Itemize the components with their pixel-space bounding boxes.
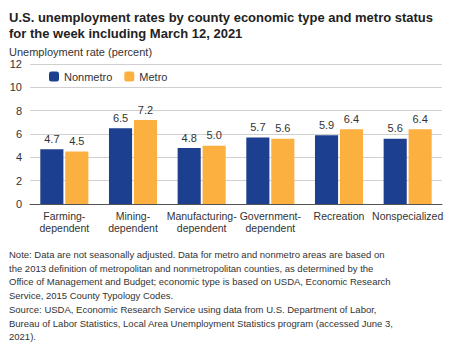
svg-text:dependent: dependent bbox=[40, 222, 90, 234]
svg-text:8: 8 bbox=[16, 105, 22, 117]
svg-text:Mining-: Mining- bbox=[116, 210, 151, 222]
svg-text:2: 2 bbox=[16, 175, 22, 187]
svg-text:5.6: 5.6 bbox=[388, 122, 403, 134]
svg-text:the 2013 definition of metropo: the 2013 definition of metropolitan and … bbox=[9, 263, 373, 274]
svg-text:Nonmetro: Nonmetro bbox=[64, 71, 112, 83]
svg-text:U.S. unemployment rates by cou: U.S. unemployment rates by county econom… bbox=[9, 10, 433, 25]
svg-text:5.6: 5.6 bbox=[275, 122, 290, 134]
svg-text:Service, 2015 County Typology: Service, 2015 County Typology Codes. bbox=[9, 290, 173, 301]
svg-text:dependent: dependent bbox=[246, 222, 296, 234]
svg-text:Metro: Metro bbox=[139, 71, 167, 83]
svg-text:7.2: 7.2 bbox=[138, 104, 153, 116]
svg-text:Note: Data are not seasonally: Note: Data are not seasonally adjusted. … bbox=[9, 249, 384, 260]
svg-text:Recreation: Recreation bbox=[314, 210, 365, 222]
svg-text:5.0: 5.0 bbox=[206, 129, 221, 141]
svg-text:Government-: Government- bbox=[240, 210, 302, 222]
svg-text:Nonspecialized: Nonspecialized bbox=[372, 210, 443, 222]
svg-text:6.4: 6.4 bbox=[344, 113, 359, 125]
svg-text:6: 6 bbox=[16, 128, 22, 140]
svg-text:12: 12 bbox=[10, 58, 22, 70]
svg-text:10: 10 bbox=[10, 81, 22, 93]
svg-text:Office of Management and Budge: Office of Management and Budget; economi… bbox=[9, 276, 391, 287]
svg-text:4.7: 4.7 bbox=[44, 133, 59, 145]
svg-text:4.8: 4.8 bbox=[182, 132, 197, 144]
svg-text:Farming-: Farming- bbox=[43, 210, 86, 222]
svg-text:6.4: 6.4 bbox=[412, 113, 427, 125]
svg-text:6.5: 6.5 bbox=[113, 112, 128, 124]
svg-text:0: 0 bbox=[16, 198, 22, 210]
svg-text:2021).: 2021). bbox=[9, 331, 36, 342]
svg-text:Manufacturing-: Manufacturing- bbox=[167, 210, 238, 222]
svg-text:5.7: 5.7 bbox=[250, 121, 265, 133]
svg-text:Bureau of Labor Statistics, Lo: Bureau of Labor Statistics, Local Area U… bbox=[9, 318, 393, 329]
svg-text:for the week including March 1: for the week including March 12, 2021 bbox=[9, 26, 242, 41]
svg-text:Source: USDA, Economic Researc: Source: USDA, Economic Research Service … bbox=[9, 304, 377, 315]
svg-text:4: 4 bbox=[16, 151, 22, 163]
svg-text:Unemployment rate (percent): Unemployment rate (percent) bbox=[9, 46, 152, 58]
svg-text:dependent: dependent bbox=[108, 222, 158, 234]
svg-text:dependent: dependent bbox=[177, 222, 227, 234]
svg-text:4.5: 4.5 bbox=[69, 135, 84, 147]
svg-text:5.9: 5.9 bbox=[319, 119, 334, 131]
